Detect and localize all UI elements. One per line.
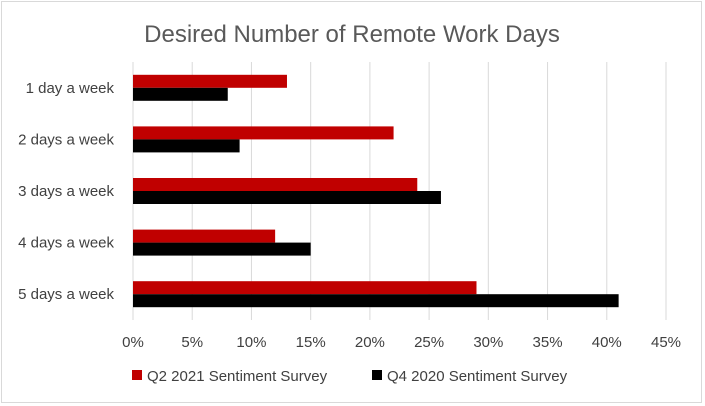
x-tick-label: 40%: [592, 334, 622, 351]
x-tick-label: 30%: [473, 334, 503, 351]
legend-swatch-q2-2021: [132, 370, 142, 380]
bar: [133, 87, 228, 101]
legend-label-q4-2020: Q4 2020 Sentiment Survey: [387, 368, 568, 385]
category-label: 3 days a week: [18, 183, 114, 200]
x-tick-label: 35%: [533, 334, 563, 351]
category-label: 2 days a week: [18, 131, 114, 148]
x-tick-label: 0%: [122, 334, 144, 351]
category-label: 5 days a week: [18, 286, 114, 303]
x-tick-label: 45%: [651, 334, 681, 351]
x-tick-label: 5%: [181, 334, 203, 351]
chart-title: Desired Number of Remote Work Days: [144, 21, 560, 48]
gridlines: [132, 62, 667, 320]
category-labels: 1 day a week 2 days a week 3 days a week 4 …: [18, 80, 114, 303]
bars: [133, 74, 619, 308]
legend-swatch-q4-2020: [372, 370, 382, 380]
category-label: 4 days a week: [18, 235, 114, 252]
x-tick-label: 25%: [414, 334, 444, 351]
category-label: 1 day a week: [26, 80, 115, 97]
bar: [133, 281, 477, 295]
bar: [133, 74, 287, 88]
bar: [133, 242, 311, 256]
bar: [133, 139, 240, 153]
x-tick-labels: 0% 5% 10% 15% 20% 25% 30% 35% 40% 45%: [122, 334, 681, 351]
x-tick-label: 10%: [236, 334, 266, 351]
bar: [133, 229, 276, 243]
x-tick-label: 20%: [355, 334, 385, 351]
bar: [133, 294, 619, 308]
legend-label-q2-2021: Q2 2021 Sentiment Survey: [147, 368, 328, 385]
bar: [133, 191, 441, 204]
legend: Q2 2021 Sentiment Survey Q4 2020 Sentime…: [132, 368, 568, 385]
x-tick-label: 15%: [296, 334, 326, 351]
bar: [133, 178, 418, 191]
bar: [133, 126, 394, 140]
